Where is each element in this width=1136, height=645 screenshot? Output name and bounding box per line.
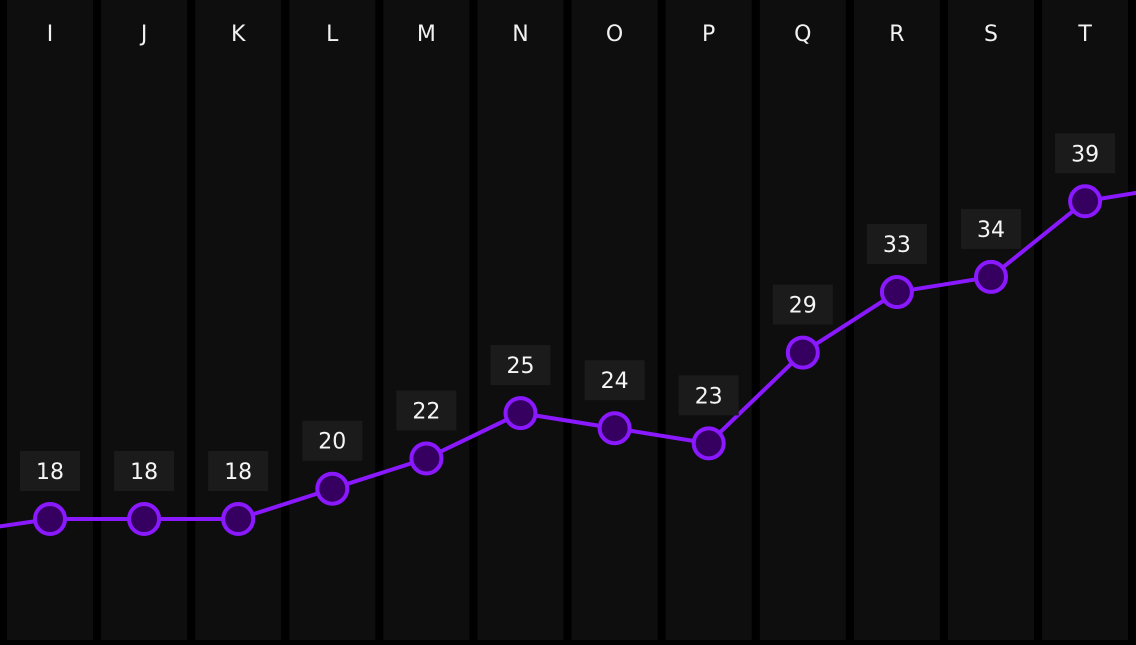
data-point-m [409,441,444,476]
column-band-o [571,0,658,640]
data-point-o [597,411,632,446]
data-point-s [974,259,1008,294]
value-label-box-i [20,451,80,491]
column-label-k: K [231,22,246,47]
value-label-box-p [678,375,739,416]
column-label-t: T [1077,22,1092,47]
value-label-box-j [114,451,175,491]
value-label-box-t [1055,133,1116,174]
value-label-box-s [961,208,1021,249]
column-band-p [665,0,752,640]
value-label-j: 18 [130,460,158,485]
column-label-l: L [326,22,339,47]
value-label-box-k [208,451,269,491]
column-band-t [1042,0,1129,640]
column-label-p: P [702,22,715,47]
value-labels-group: 18 18 18 20 22 25 24 23 29 33 34 39 [20,133,1116,491]
value-label-r: 33 [883,233,911,258]
markers-group [33,184,1103,536]
value-label-box-m [396,390,457,431]
data-point-p [691,426,726,461]
column-label-j: J [139,22,148,47]
value-label-box-n [490,345,551,386]
value-label-q: 29 [789,294,817,319]
data-point-n [503,396,538,431]
value-label-i: 18 [36,460,64,485]
column-band-j [101,0,188,640]
column-label-q: Q [794,22,811,47]
data-point-i [33,502,67,536]
column-label-m: M [417,22,436,47]
data-point-q [785,335,820,370]
data-point-r [879,275,914,310]
column-band-n [477,0,564,640]
column-band-s [948,0,1034,640]
column-band-i [7,0,93,640]
column-bands [7,0,1129,640]
column-label-i: I [47,22,54,47]
column-band-l [289,0,376,640]
value-label-box-r [866,224,927,265]
column-label-r: R [889,22,904,47]
value-label-m: 22 [412,399,440,424]
value-label-t: 39 [1071,142,1099,167]
value-label-p: 23 [695,384,723,409]
column-label-s: S [984,22,998,47]
value-label-l: 20 [318,430,346,455]
column-band-k [195,0,282,640]
data-point-t [1068,184,1103,219]
column-band-r [853,0,940,640]
data-point-j [127,502,162,536]
data-point-l [315,471,350,506]
data-point-k [221,502,256,536]
value-label-n: 25 [507,354,535,379]
value-label-box-l [302,420,363,461]
value-label-box-q [772,284,833,325]
value-label-o: 24 [601,369,629,394]
value-label-box-o [584,360,645,401]
column-band-m [383,0,470,640]
column-label-n: N [512,22,528,47]
column-label-o: O [606,22,623,47]
value-label-s: 34 [977,218,1005,243]
column-labels: I J K L M N O P Q R S T [47,22,1093,47]
value-label-k: 18 [224,460,252,485]
